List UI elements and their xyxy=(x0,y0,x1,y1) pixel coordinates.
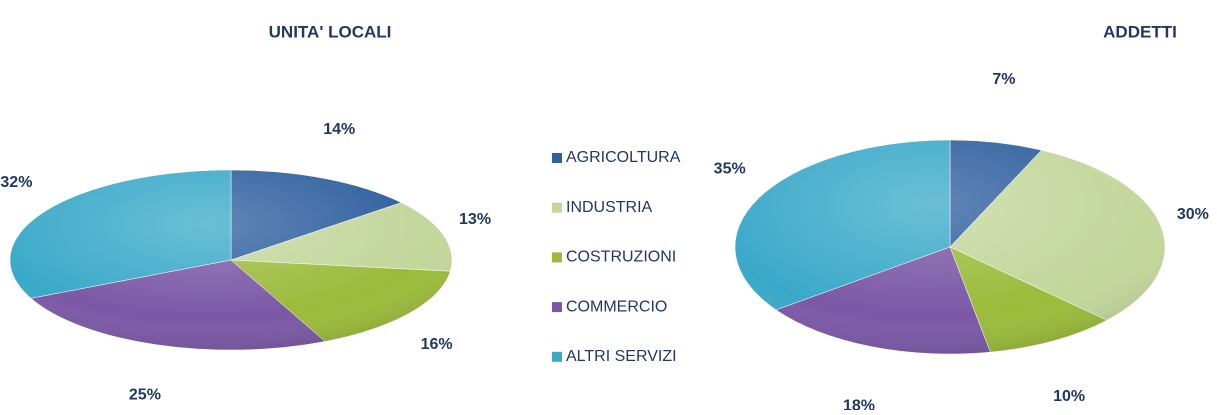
legend-swatch xyxy=(552,252,562,263)
data-label: 35% xyxy=(714,160,746,177)
legend-label: AGRICOLTURA xyxy=(566,149,681,166)
data-label: 16% xyxy=(421,336,453,353)
legend-swatch xyxy=(552,351,562,362)
data-label: 30% xyxy=(1177,206,1209,223)
chart-title: ADDETTI xyxy=(1103,22,1177,41)
legend-swatch xyxy=(552,302,562,313)
legend-swatch xyxy=(552,202,562,213)
legend-label: COMMERCIO xyxy=(566,298,667,315)
legend-label: INDUSTRIA xyxy=(566,199,653,216)
data-label: 10% xyxy=(1053,388,1085,405)
legend-label: ALTRI SERVIZI xyxy=(566,348,677,365)
data-label: 32% xyxy=(0,174,32,191)
data-label: 25% xyxy=(129,387,161,404)
legend-swatch xyxy=(552,153,562,163)
data-label: 14% xyxy=(323,121,355,138)
chart-title: UNITA' LOCALI xyxy=(269,22,392,41)
data-label: 7% xyxy=(992,71,1015,88)
legend-label: COSTRUZIONI xyxy=(566,249,676,266)
data-label: 18% xyxy=(843,397,875,410)
data-label: 13% xyxy=(459,211,491,228)
